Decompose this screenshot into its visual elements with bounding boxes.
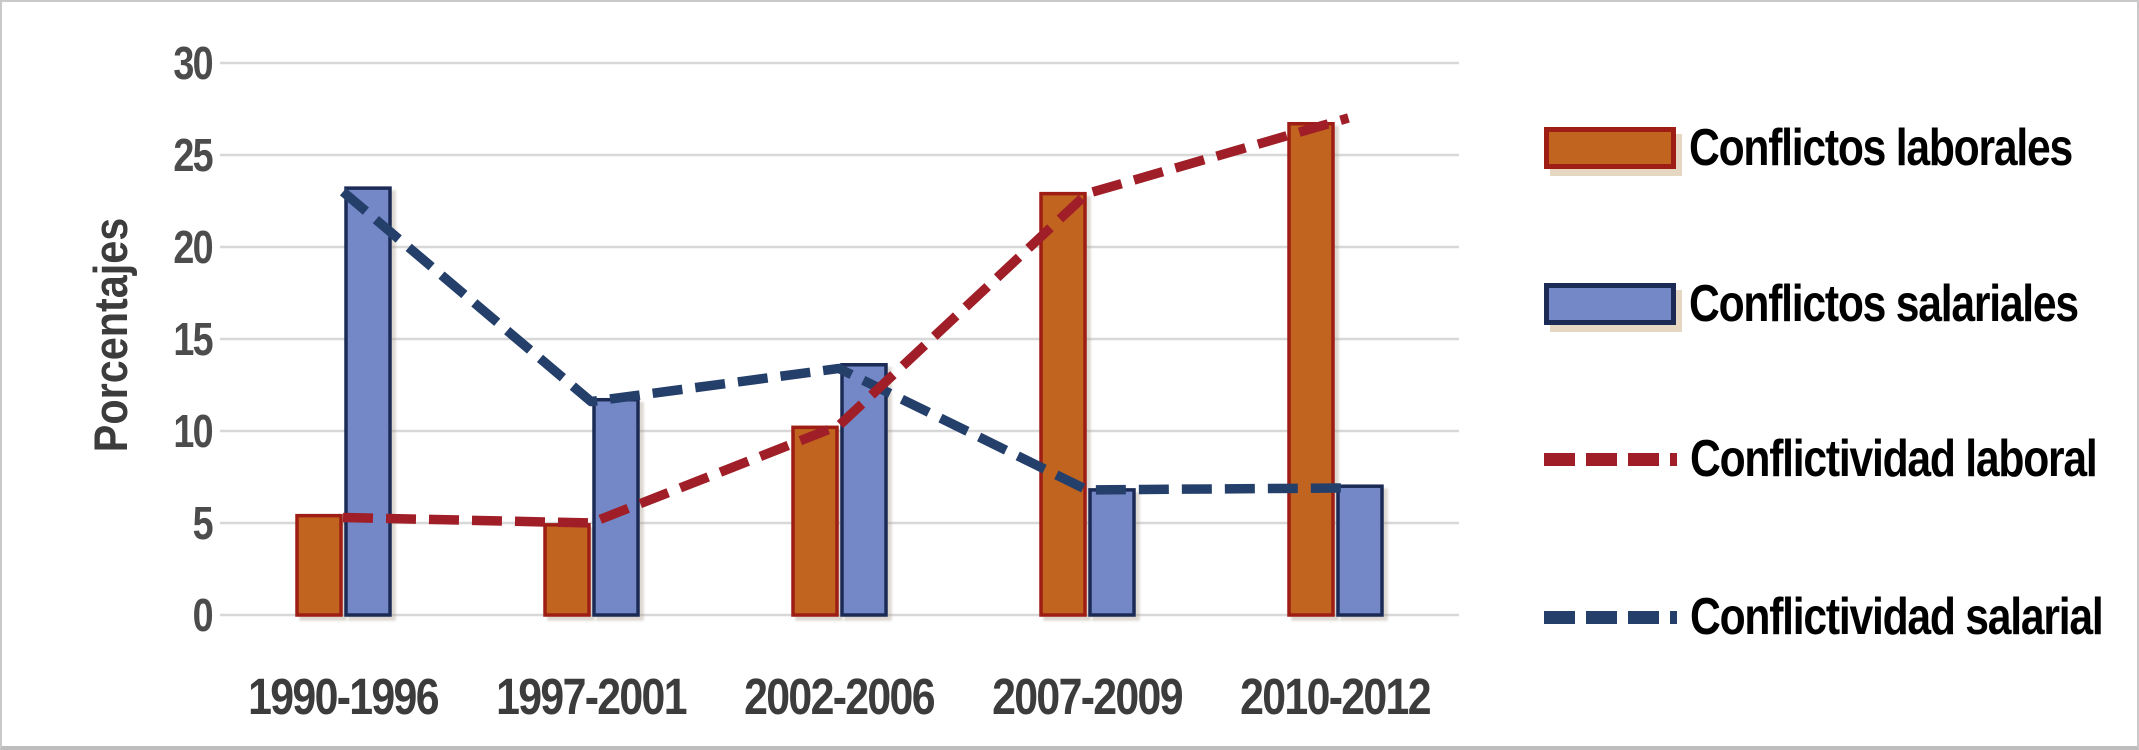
line-conflictividad-salarial: [339, 188, 1350, 495]
chart-canvas: 0 5 10 15 20 25 30 1990-1996 1997-2001 2002-2006…: [173, 37, 1459, 725]
legend-item-conflictividad-laboral: Conflictividad laboral: [1544, 424, 2137, 494]
legend-swatch-navy-dashed-line: [1544, 610, 1677, 624]
y-tick-label: 20: [173, 221, 212, 272]
legend-swatch-red-dashed-line: [1544, 452, 1677, 466]
y-tick-label: 30: [173, 37, 212, 88]
legend-swatch-blue-bar: [1544, 283, 1676, 325]
legend-item-conflictos-salariales: Conflictos salariales: [1544, 269, 2137, 339]
legend-label: Conflictos laborales: [1689, 119, 2073, 177]
legend-item-conflictos-laborales: Conflictos laborales: [1544, 113, 2137, 183]
bar-conflictos-salariales: [592, 397, 640, 617]
y-tick-label: 10: [173, 405, 212, 456]
bar-conflictos-salariales: [1336, 484, 1384, 617]
bar-conflictos-laborales: [791, 425, 839, 617]
bar-conflictos-salariales: [840, 363, 888, 617]
legend-item-conflictividad-salarial: Conflictividad salarial: [1544, 582, 2137, 652]
x-category-label: 1990-1996: [248, 667, 438, 724]
legend-label: Conflictos salariales: [1689, 275, 2079, 333]
y-tick-label: 25: [173, 129, 213, 180]
legend-swatch-orange-bar: [1544, 127, 1676, 169]
legend-label: Conflictividad laboral: [1690, 430, 2098, 488]
bar-conflictos-laborales: [295, 513, 343, 617]
x-category-label: 1997-2001: [496, 667, 686, 724]
line-series: [339, 113, 1350, 528]
bar-conflictos-salariales: [344, 186, 392, 617]
y-axis-tick-labels: 0 5 10 15 20 25 30: [173, 37, 215, 640]
bar-conflictos-laborales: [543, 523, 591, 617]
x-category-label: 2002-2006: [744, 667, 934, 724]
y-tick-label: 5: [193, 497, 214, 548]
x-category-label: 2007-2009: [992, 667, 1182, 724]
x-category-label: 2010-2012: [1240, 667, 1430, 724]
y-tick-label: 0: [193, 589, 213, 640]
bar-series: [295, 121, 1384, 617]
legend-label: Conflictividad salarial: [1690, 588, 2104, 646]
bar-conflictos-laborales: [1039, 191, 1087, 617]
gridlines: [220, 61, 1459, 617]
bar-conflictos-laborales: [1287, 121, 1335, 617]
x-axis-category-labels: 1990-1996 1997-2001 2002-2006 2007-2009 2010…: [248, 667, 1432, 724]
bar-conflictos-salariales: [1088, 488, 1136, 617]
y-tick-label: 15: [173, 313, 213, 364]
